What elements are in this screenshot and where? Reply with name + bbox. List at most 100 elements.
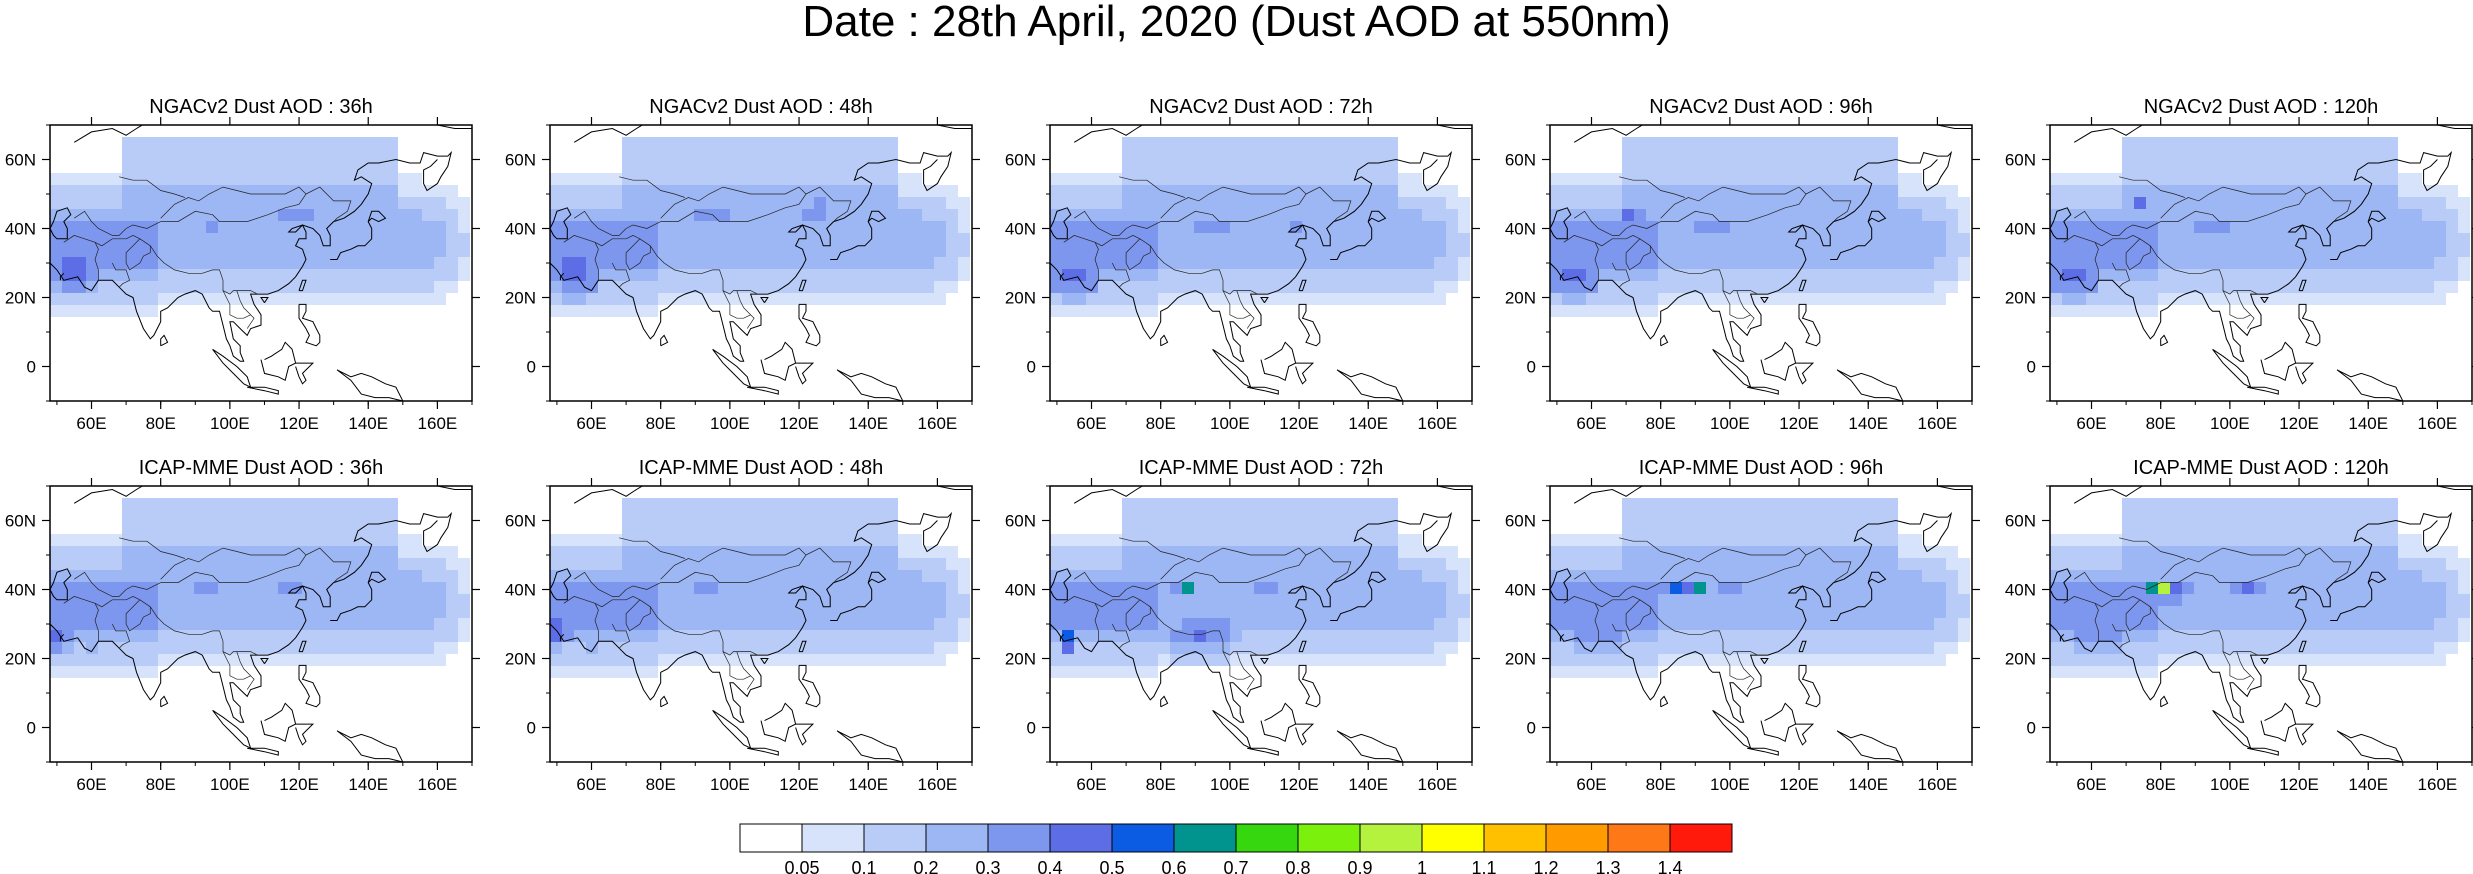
aod-cell <box>2206 534 2218 546</box>
aod-cell <box>1550 185 1562 197</box>
aod-cell <box>1670 594 1682 606</box>
aod-cell <box>1718 618 1730 630</box>
lon-tick-label: 100E <box>1710 414 1750 433</box>
aod-cell <box>1670 161 1682 173</box>
aod-cell <box>1838 149 1850 161</box>
aod-cell <box>158 594 170 606</box>
aod-cell <box>386 173 398 185</box>
aod-cell <box>610 582 622 594</box>
aod-cell <box>1146 642 1158 654</box>
country-border <box>74 571 161 597</box>
aod-cell <box>1374 654 1386 666</box>
aod-cell <box>374 582 386 594</box>
aod-cell <box>218 137 230 149</box>
aod-cell <box>1874 269 1886 281</box>
aod-cell <box>1386 618 1398 630</box>
aod-cell <box>766 281 778 293</box>
aod-cell <box>326 281 338 293</box>
aod-cell <box>1694 269 1706 281</box>
aod-cell <box>2098 606 2110 618</box>
aod-cell <box>446 606 458 618</box>
aod-cell <box>1350 257 1362 269</box>
aod-cell <box>434 281 446 293</box>
aod-cell <box>754 257 766 269</box>
coastline <box>747 386 779 395</box>
aod-cell <box>1886 654 1898 666</box>
aod-cell <box>586 570 598 582</box>
aod-cell <box>1266 245 1278 257</box>
aod-cell <box>694 137 706 149</box>
aod-cell <box>1230 606 1242 618</box>
aod-cell <box>754 522 766 534</box>
aod-cell <box>1386 293 1398 305</box>
aod-cell <box>622 666 634 678</box>
aod-cell <box>718 293 730 305</box>
aod-cell <box>170 606 182 618</box>
aod-cell <box>1170 582 1182 594</box>
aod-cell <box>1194 281 1206 293</box>
aod-cell <box>862 221 874 233</box>
aod-cell <box>2410 257 2422 269</box>
aod-cell <box>1302 185 1314 197</box>
aod-cell <box>2146 305 2158 317</box>
aod-cell <box>158 269 170 281</box>
aod-cell <box>1694 197 1706 209</box>
aod-cell <box>1170 173 1182 185</box>
aod-cell <box>1134 510 1146 522</box>
aod-cell <box>1146 558 1158 570</box>
aod-cell <box>778 654 790 666</box>
aod-cell <box>1194 233 1206 245</box>
aod-cell <box>1326 570 1338 582</box>
aod-cell <box>1098 546 1110 558</box>
aod-cell <box>434 606 446 618</box>
aod-cell <box>2446 257 2458 269</box>
aod-cell <box>302 606 314 618</box>
aod-cell <box>1110 642 1122 654</box>
aod-cell <box>574 293 586 305</box>
aod-cell <box>1862 594 1874 606</box>
aod-cell <box>898 281 910 293</box>
aod-cell <box>302 558 314 570</box>
aod-cell <box>1194 546 1206 558</box>
aod-cell <box>2254 245 2266 257</box>
aod-cell <box>1446 618 1458 630</box>
aod-cell <box>694 534 706 546</box>
aod-cell <box>898 534 910 546</box>
coastline <box>295 362 315 385</box>
country-border <box>1111 262 1131 288</box>
aod-cell <box>1266 498 1278 510</box>
aod-cell <box>1206 221 1218 233</box>
aod-cell <box>646 654 658 666</box>
aod-cell <box>206 173 218 185</box>
aod-cell <box>1290 137 1302 149</box>
aod-cell <box>1218 293 1230 305</box>
aod-cell <box>1838 606 1850 618</box>
aod-cell <box>1562 546 1574 558</box>
aod-cell <box>134 558 146 570</box>
aod-cell <box>230 654 242 666</box>
aod-cell <box>1386 606 1398 618</box>
aod-cell <box>910 630 922 642</box>
aod-cell <box>74 654 86 666</box>
aod-cell <box>1694 498 1706 510</box>
lat-tick-label: 20N <box>2005 289 2036 308</box>
aod-cell <box>2050 534 2062 546</box>
aod-cell <box>1598 570 1610 582</box>
aod-cell <box>706 245 718 257</box>
aod-cell <box>1206 149 1218 161</box>
aod-cell <box>1218 281 1230 293</box>
aod-cell <box>1350 558 1362 570</box>
coastline <box>1298 640 1307 653</box>
aod-cell <box>1706 522 1718 534</box>
aod-cell <box>1910 570 1922 582</box>
aod-cell <box>1278 594 1290 606</box>
aod-cell <box>886 510 898 522</box>
aod-cell <box>1898 618 1910 630</box>
aod-cell <box>802 269 814 281</box>
aod-cell <box>1098 293 1110 305</box>
aod-cell <box>1278 606 1290 618</box>
aod-cell <box>1706 209 1718 221</box>
aod-cell <box>1958 630 1970 642</box>
country-border <box>2119 176 2186 198</box>
aod-cell <box>622 149 634 161</box>
